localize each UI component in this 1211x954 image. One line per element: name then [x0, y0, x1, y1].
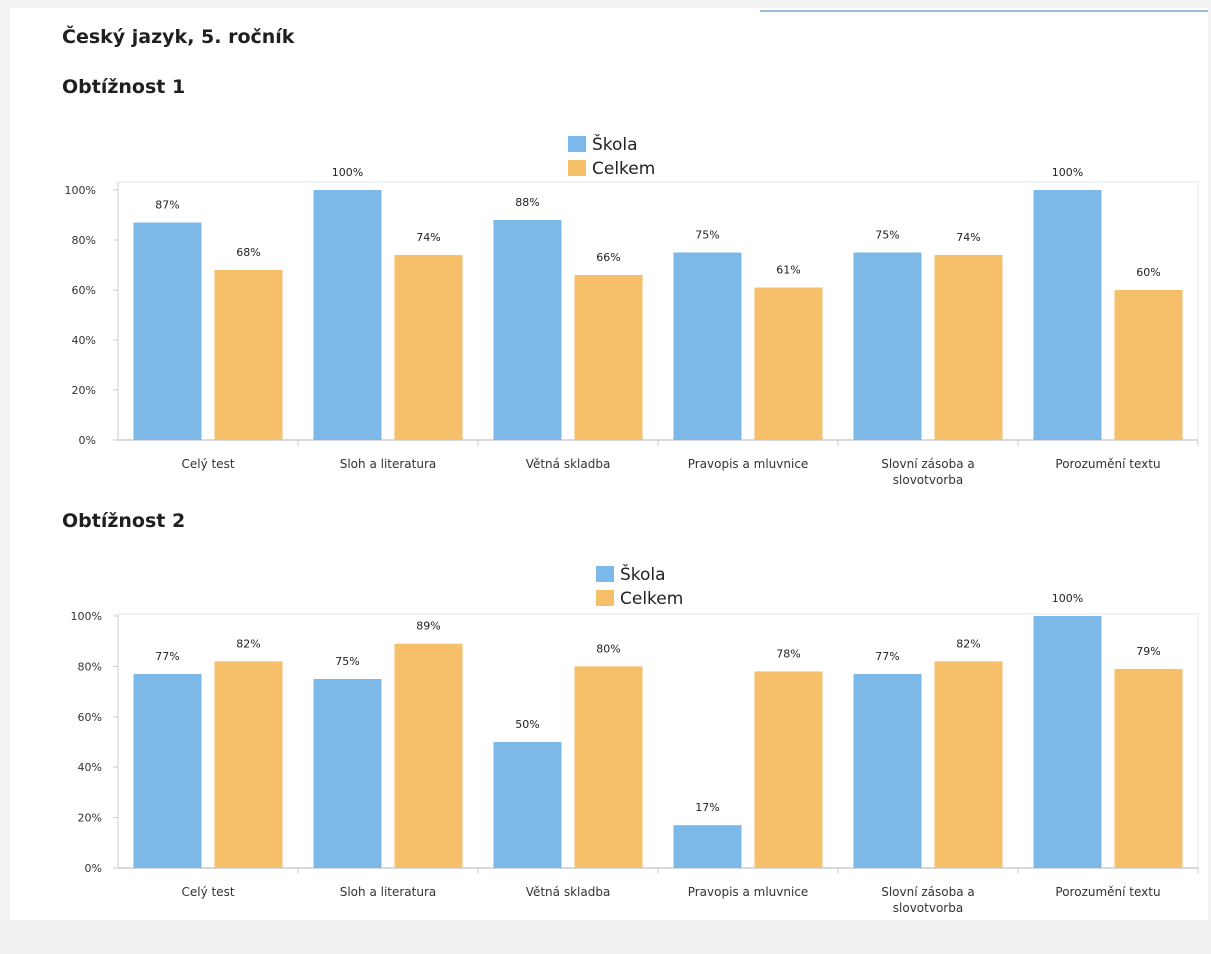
data-label: 82%: [236, 637, 260, 650]
data-label: 66%: [596, 251, 620, 264]
y-tick-label: 100%: [71, 610, 102, 623]
legend-swatch-celkem: [568, 160, 586, 176]
y-tick-label: 20%: [78, 812, 102, 825]
legend-swatch-skola: [568, 136, 586, 152]
data-label: 79%: [1136, 645, 1160, 658]
y-tick-label: 0%: [79, 434, 96, 447]
legend-label: Škola: [620, 563, 666, 585]
bar-celkem: [214, 661, 283, 868]
bar-skola: [853, 673, 922, 868]
bar-skola: [1033, 616, 1102, 868]
bar-celkem: [1114, 290, 1183, 440]
data-label: 75%: [335, 655, 359, 668]
legend-swatch-skola: [596, 566, 614, 582]
bar-celkem: [934, 661, 1003, 868]
data-label: 82%: [956, 637, 980, 650]
document-title: Český jazyk, 5. ročník: [62, 26, 295, 48]
data-label: 100%: [332, 166, 363, 179]
legend-label: Celkem: [620, 589, 683, 609]
data-label: 74%: [416, 231, 440, 244]
category-label: Sloh a literatura: [340, 885, 437, 899]
category-label: Sloh a literatura: [340, 457, 437, 471]
bar-celkem: [934, 255, 1003, 440]
bar-skola: [313, 190, 382, 440]
bar-celkem: [754, 671, 823, 868]
bar-skola: [853, 252, 922, 440]
data-label: 17%: [695, 801, 719, 814]
category-label: Pravopis a mluvnice: [688, 885, 809, 899]
y-tick-label: 80%: [78, 660, 102, 673]
legend-swatch-celkem: [596, 590, 614, 606]
category-label: Větná skladba: [526, 457, 611, 471]
category-label: Celý test: [181, 885, 234, 899]
data-label: 75%: [695, 229, 719, 242]
bar-skola: [493, 742, 562, 868]
y-tick-label: 0%: [85, 862, 102, 875]
data-label: 77%: [155, 650, 179, 663]
scan-margin: [0, 920, 1211, 954]
category-label: Slovní zásoba a slovotvorba: [881, 885, 975, 915]
data-label: 74%: [956, 231, 980, 244]
category-label: Slovní zásoba a slovotvorba: [881, 457, 975, 487]
data-label: 60%: [1136, 266, 1160, 279]
bar-skola: [133, 673, 202, 868]
data-label: 50%: [515, 718, 539, 731]
y-tick-label: 40%: [72, 334, 96, 347]
section-title-2: Obtížnost 2: [62, 510, 186, 532]
data-label: 88%: [515, 196, 539, 209]
bar-celkem: [394, 643, 463, 868]
y-tick-label: 20%: [72, 384, 96, 397]
bar-skola: [313, 679, 382, 868]
data-label: 100%: [1052, 166, 1083, 179]
bar-skola: [1033, 190, 1102, 440]
legend-label: Celkem: [592, 159, 655, 179]
bar-skola: [673, 825, 742, 868]
data-label: 75%: [875, 229, 899, 242]
bar-celkem: [754, 287, 823, 440]
bar-celkem: [574, 275, 643, 440]
category-label: Větná skladba: [526, 885, 611, 899]
bar-celkem: [574, 666, 643, 868]
y-tick-label: 40%: [78, 761, 102, 774]
data-label: 80%: [596, 642, 620, 655]
data-label: 87%: [155, 199, 179, 212]
y-tick-label: 80%: [72, 234, 96, 247]
y-tick-label: 60%: [78, 711, 102, 724]
bar-skola: [493, 220, 562, 440]
section-title-1: Obtížnost 1: [62, 76, 186, 98]
legend-label: Škola: [592, 133, 638, 155]
bar-chart-1: 0% 20% 40% 60% 80% 100% 87% 68% Celý test 100% 74%…: [65, 133, 1199, 487]
bar-celkem: [1114, 668, 1183, 868]
bar-skola: [133, 222, 202, 440]
data-label: 78%: [776, 647, 800, 660]
category-label: Celý test: [181, 457, 234, 471]
bar-skola: [673, 252, 742, 440]
category-label: Porozumění textu: [1055, 457, 1160, 471]
data-label: 100%: [1052, 592, 1083, 605]
category-label: Pravopis a mluvnice: [688, 457, 809, 471]
y-tick-label: 100%: [65, 184, 96, 197]
bar-celkem: [394, 255, 463, 440]
data-label: 89%: [416, 620, 440, 633]
data-label: 61%: [776, 264, 800, 277]
data-label: 68%: [236, 246, 260, 259]
bar-celkem: [214, 270, 283, 440]
y-tick-label: 60%: [72, 284, 96, 297]
data-label: 77%: [875, 650, 899, 663]
category-label: Porozumění textu: [1055, 885, 1160, 899]
header-rule: [760, 10, 1208, 12]
